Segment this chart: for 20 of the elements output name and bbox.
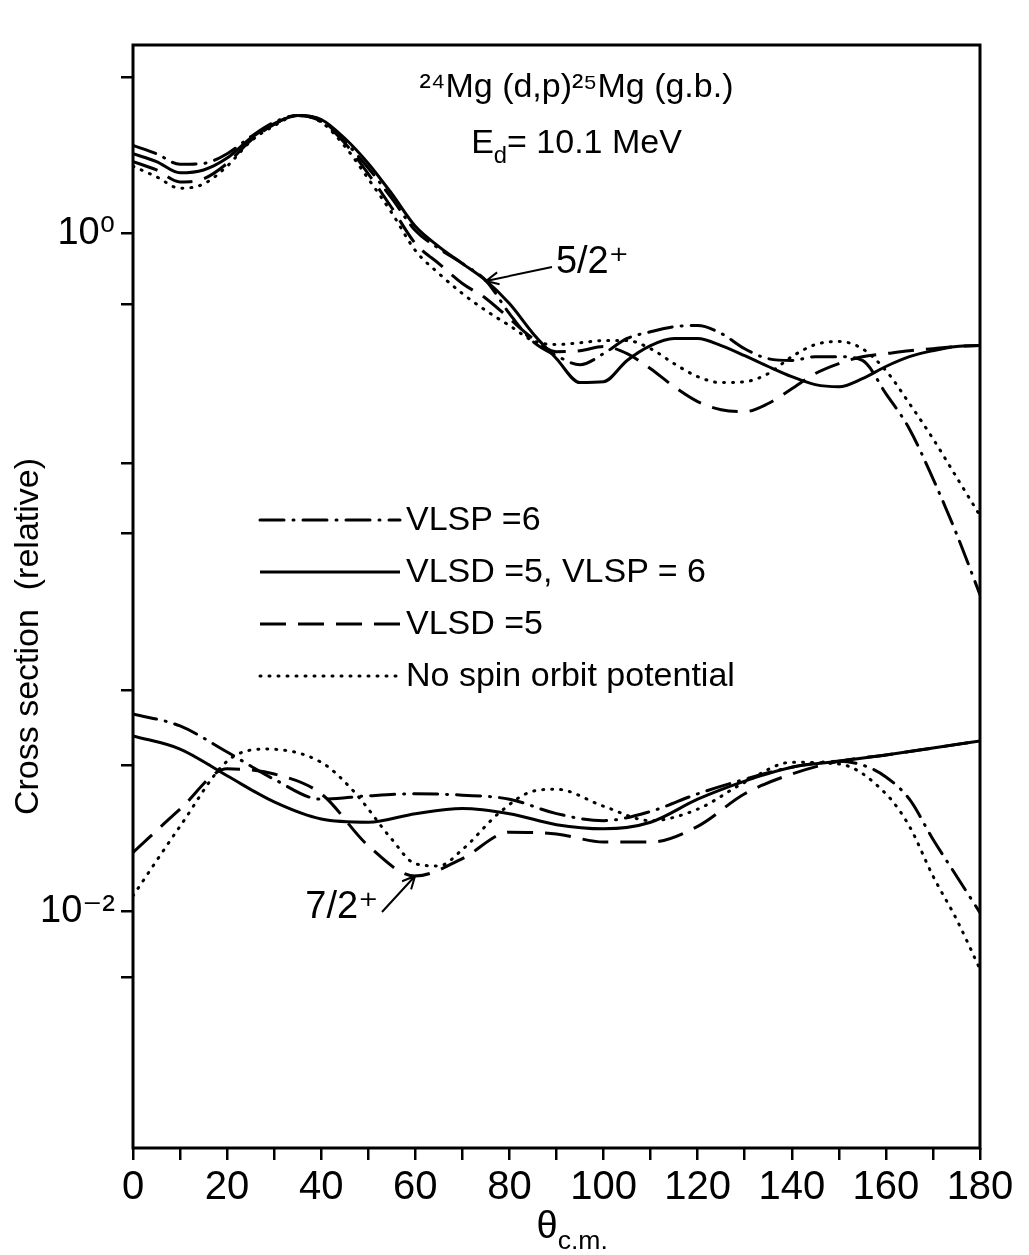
annotation: 7/2⁺ <box>305 884 379 927</box>
legend-label: VLSP =6 <box>406 499 541 538</box>
y-axis-title: Cross section (relative) <box>7 457 45 816</box>
x-tick-label: 160 <box>852 1163 920 1208</box>
x-tick-label: 120 <box>664 1163 732 1208</box>
x-tick-label: 60 <box>393 1163 438 1208</box>
text: ²⁴Mg (d,p)²⁵Mg (g.b.) <box>419 66 734 104</box>
annotation: 5/2⁺ <box>555 239 629 282</box>
y-tick-label: 10⁻² <box>40 887 115 930</box>
x-tick-label: 140 <box>758 1163 826 1208</box>
legend-label: No spin orbit potential <box>406 655 735 694</box>
y-tick-label: 10⁰ <box>57 209 115 252</box>
legend-label: VLSD =5, VLSP = 6 <box>406 551 706 590</box>
x-tick-label: 40 <box>298 1163 344 1208</box>
x-tick-label: 80 <box>487 1163 532 1208</box>
x-tick-label: 180 <box>946 1163 1014 1208</box>
legend-label: VLSD =5 <box>406 603 544 642</box>
x-tick-label: 20 <box>204 1163 250 1208</box>
x-tick-label: 0 <box>121 1163 145 1208</box>
x-tick-label: 100 <box>570 1163 637 1208</box>
